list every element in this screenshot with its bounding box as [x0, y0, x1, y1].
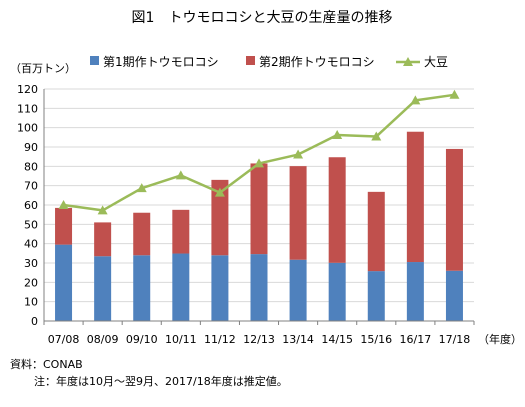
x-tick-label: 14/15: [321, 333, 353, 346]
bars: [55, 131, 463, 321]
source-note: 資料：CONAB: [10, 358, 83, 371]
bar-second-crop-corn: [133, 212, 151, 256]
y-tick-label: 60: [24, 199, 38, 212]
bar-first-crop-corn: [445, 270, 463, 321]
bar-second-crop-corn: [55, 207, 73, 245]
soybean-point: [136, 183, 147, 193]
legend-swatch-first-crop-corn: [90, 56, 99, 65]
y-tick-label: 20: [24, 276, 38, 289]
legend: 第1期作トウモロコシ 第2期作トウモロコシ 大豆: [90, 55, 448, 69]
soybean-point: [293, 149, 304, 159]
x-tick-label: 08/09: [87, 333, 119, 346]
bar-first-crop-corn: [172, 253, 190, 321]
soybean-point: [214, 187, 225, 197]
x-tick-label: 15/16: [360, 333, 392, 346]
soybean-point: [58, 200, 69, 209]
y-tick-label: 0: [31, 315, 38, 328]
bar-first-crop-corn: [211, 255, 229, 321]
bar-second-crop-corn: [406, 131, 424, 263]
x-tick-label: 07/08: [48, 333, 80, 346]
soybean-point: [175, 170, 186, 180]
bar-first-crop-corn: [367, 271, 385, 321]
y-tick-label: 40: [24, 238, 38, 251]
bar-first-crop-corn: [55, 244, 73, 321]
bar-second-crop-corn: [250, 163, 268, 255]
x-tick-label: 13/14: [282, 333, 314, 346]
x-tick-label: 10/11: [165, 333, 197, 346]
legend-label-first-crop-corn: 第1期作トウモロコシ: [103, 55, 219, 69]
legend-label-soybean: 大豆: [424, 55, 448, 69]
x-tick-label: 12/13: [243, 333, 275, 346]
x-tick-label: 17/18: [439, 333, 471, 346]
bar-first-crop-corn: [133, 255, 151, 321]
chart-title: 図1 トウモロコシと大豆の生産量の推移: [132, 10, 393, 26]
y-tick-label: 100: [17, 122, 38, 135]
soybean-point: [254, 158, 264, 168]
legend-swatch-second-crop-corn: [246, 56, 255, 65]
x-tick-label: 11/12: [204, 333, 236, 346]
y-tick-label: 120: [17, 83, 38, 96]
legend-marker-soybean: [403, 57, 413, 66]
bar-first-crop-corn: [328, 262, 346, 321]
soybean-point: [449, 89, 460, 99]
legend-label-second-crop-corn: 第2期作トウモロコシ: [259, 55, 375, 69]
y-tick-label: 70: [24, 180, 38, 193]
bar-first-crop-corn: [94, 256, 112, 321]
x-axis-unit-label: （年度）: [478, 332, 522, 346]
y-tick-label: 10: [24, 296, 38, 309]
y-axis-unit-label: （百万トン）: [10, 62, 76, 75]
soybean-point: [97, 205, 108, 215]
soybean-point: [371, 131, 382, 141]
bar-second-crop-corn: [328, 157, 346, 263]
bar-second-crop-corn: [94, 222, 112, 257]
x-tick-label: 09/10: [126, 333, 158, 346]
soybean-point: [410, 95, 421, 105]
bar-second-crop-corn: [367, 191, 385, 272]
bar-second-crop-corn: [445, 148, 463, 271]
x-tick-label: 16/17: [400, 333, 432, 346]
y-tick-label: 110: [17, 102, 38, 115]
soybean-line-series: [58, 89, 460, 215]
y-tick-label: 50: [24, 218, 38, 231]
y-tick-label: 30: [24, 257, 38, 270]
y-tick-label: 80: [24, 160, 38, 173]
bar-second-crop-corn: [172, 209, 190, 254]
bar-second-crop-corn: [211, 179, 229, 256]
bar-first-crop-corn: [289, 259, 307, 321]
axes: 0 10 20 30 40 50 60 70 80 90 100 110 120 07/08 08/09 09…: [17, 83, 475, 346]
bar-first-crop-corn: [250, 254, 268, 321]
y-tick-label: 90: [24, 141, 38, 154]
bar-second-crop-corn: [289, 166, 307, 260]
footnote: 注：年度は10月～翌9月、2017/18年度は推定値。: [34, 375, 288, 388]
soybean-point: [332, 130, 343, 140]
bar-first-crop-corn: [406, 262, 424, 321]
